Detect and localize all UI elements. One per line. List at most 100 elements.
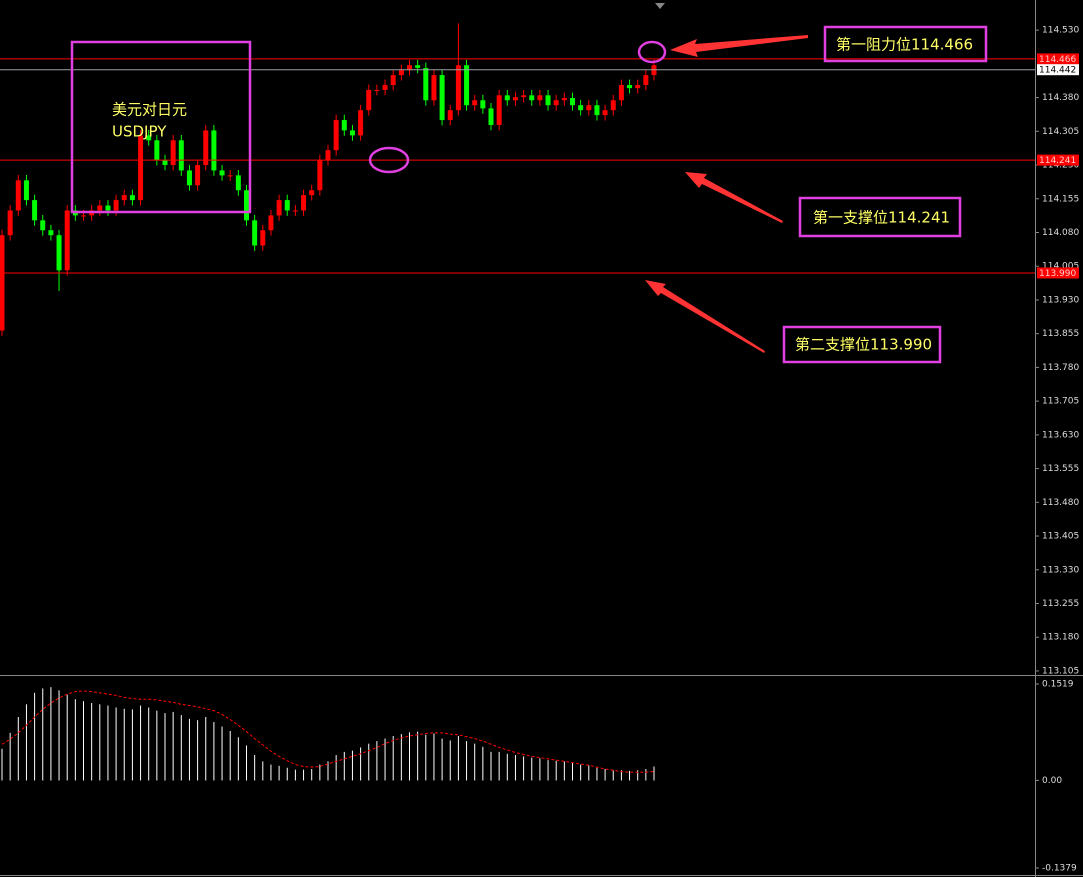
candle-body	[203, 130, 209, 166]
circle-marker	[368, 146, 410, 174]
candle-body	[553, 100, 559, 106]
candle-body	[578, 105, 584, 111]
highlight-box	[70, 40, 252, 214]
candle-body	[570, 98, 575, 106]
annotation: 第二支撑位113.990	[795, 336, 932, 354]
candle-body	[121, 195, 127, 201]
price-tag-label: 114.442	[1039, 66, 1076, 76]
y-tick-label: 114.080	[1042, 228, 1079, 238]
candle-body	[170, 140, 176, 166]
candle-body	[81, 215, 86, 217]
price-tag	[1037, 267, 1079, 279]
candle-body	[211, 130, 217, 171]
signal-line	[1, 690, 655, 773]
candle-body	[276, 200, 282, 216]
candle-body	[610, 100, 616, 111]
candle-body	[195, 165, 201, 186]
y-tick-label: 113.555	[1042, 464, 1079, 474]
candle-body	[113, 200, 119, 211]
candle-body	[23, 180, 29, 201]
candle-body	[0, 235, 5, 331]
y-tick-label: 114.305	[1042, 127, 1079, 137]
circle-marker	[637, 40, 667, 64]
candle-body	[227, 175, 233, 177]
candle-body	[97, 205, 103, 211]
candle-body	[423, 67, 429, 101]
annotation: 第一阻力位114.466	[836, 36, 973, 54]
candle-body	[464, 65, 470, 106]
candle-body	[618, 84, 624, 101]
candle-body	[268, 215, 274, 231]
candle-body	[284, 200, 290, 211]
candle-body	[521, 95, 527, 98]
y-tick-label: 113.405	[1042, 532, 1079, 542]
label-box	[798, 196, 962, 238]
candle-body	[292, 210, 298, 212]
candle-body	[643, 75, 649, 85]
arrow	[670, 35, 808, 57]
price-tag	[1037, 53, 1079, 65]
arrow	[645, 280, 765, 353]
candle-body	[480, 100, 486, 109]
y-tick-label: 113.930	[1042, 295, 1079, 305]
candle-body	[349, 130, 355, 136]
candle-body	[390, 75, 396, 85]
candle-body	[415, 65, 421, 68]
candle-body	[504, 95, 510, 101]
candle-body	[40, 220, 46, 231]
annotation-layer: 美元对日元 USDJPY 第一阻力位114.466 第一支撑位114.241 第…	[70, 25, 988, 364]
candle-body	[244, 190, 249, 221]
candle-body	[439, 75, 445, 121]
y-tick-label: -0.1379	[1042, 863, 1077, 873]
candle-body	[105, 205, 111, 211]
y-tick-label: 114.530	[1042, 26, 1079, 36]
y-tick-label: 114.380	[1042, 93, 1079, 103]
candle-body	[398, 70, 404, 76]
candle-body	[252, 220, 258, 246]
candle-body	[537, 95, 543, 101]
y-tick-label: 0.00	[1042, 776, 1062, 786]
y-tick-label: 113.855	[1042, 329, 1079, 339]
candle-body	[447, 110, 453, 121]
candle-body	[162, 160, 168, 166]
label-box	[823, 25, 988, 63]
candle-body	[15, 180, 21, 211]
candle-body	[260, 230, 266, 246]
candle-body	[32, 200, 38, 221]
candle-body	[545, 95, 551, 106]
price-tag-label: 114.466	[1039, 55, 1076, 65]
candle-body	[309, 190, 315, 196]
y-tick-label: 113.255	[1042, 599, 1079, 609]
y-tick-label: 114.005	[1042, 262, 1079, 272]
candle-body	[455, 65, 461, 111]
y-tick-label: 113.330	[1042, 565, 1079, 575]
arrow	[685, 172, 783, 223]
candle-body	[146, 135, 152, 141]
price-tag	[1037, 154, 1079, 166]
candle-body	[586, 105, 592, 111]
candle-body	[7, 210, 13, 236]
candle-body	[235, 175, 241, 191]
candle-body	[382, 84, 388, 90]
candle-body	[431, 75, 437, 101]
y-tick-label: 113.180	[1042, 633, 1079, 643]
candle-body	[602, 110, 608, 116]
y-tick-label: 113.630	[1042, 430, 1079, 440]
candle-body	[496, 95, 502, 126]
price-tag-label: 113.990	[1039, 269, 1076, 279]
candle-body	[366, 89, 372, 111]
pair-label: 美元对日元	[112, 101, 187, 119]
candle-body	[48, 230, 54, 236]
candle-body	[178, 140, 184, 171]
y-tick-label: 113.705	[1042, 397, 1079, 407]
candle-body	[341, 120, 347, 131]
annotation: 第一支撑位114.241	[813, 209, 950, 227]
y-tick-label: 113.780	[1042, 363, 1079, 373]
candle-body	[512, 97, 518, 101]
candle-body	[561, 98, 567, 101]
candle-body	[635, 84, 641, 89]
candle-body	[333, 120, 339, 151]
y-tick-label: 114.155	[1042, 194, 1079, 204]
price-tag	[1037, 64, 1079, 76]
